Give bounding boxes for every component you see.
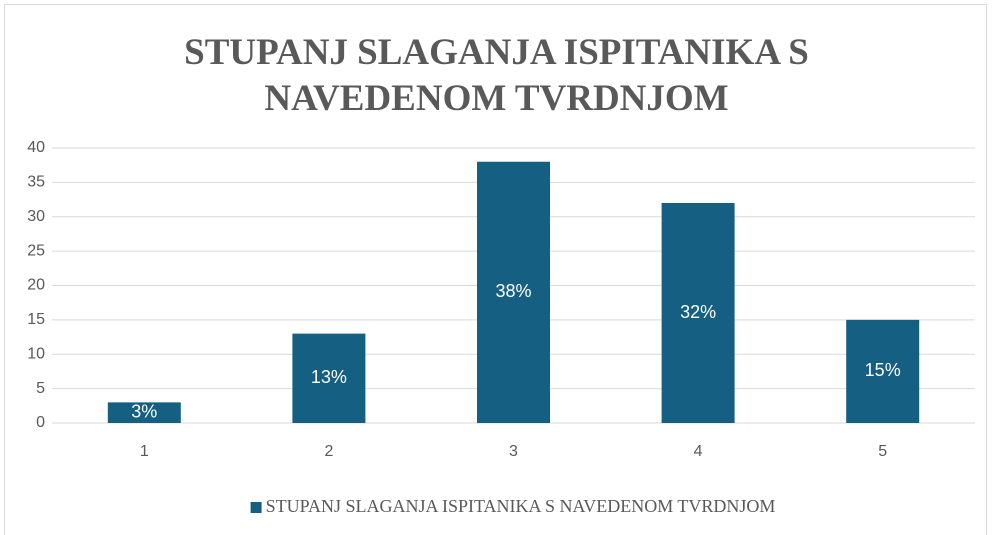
bar (107, 402, 181, 423)
data-label: 3% (131, 401, 157, 421)
bar (292, 333, 366, 423)
data-label: 13% (311, 367, 347, 387)
x-tick-label: 3 (509, 443, 518, 460)
data-label: 32% (680, 302, 716, 322)
y-tick-label: 10 (27, 345, 45, 362)
y-tick-label: 40 (27, 139, 45, 156)
y-tick-label: 35 (27, 174, 45, 191)
chart-title: STUPANJ SLAGANJA ISPITANIKA S NAVEDENOM … (184, 32, 809, 119)
chart-border (4, 4, 987, 535)
bar (661, 203, 735, 423)
y-tick-label: 25 (27, 242, 45, 259)
y-tick-label: 5 (36, 380, 45, 397)
bar (846, 319, 920, 423)
y-tick-label: 20 (27, 277, 45, 294)
data-label: 15% (865, 360, 901, 380)
x-tick-label: 5 (878, 443, 887, 460)
y-tick-label: 15 (27, 311, 45, 328)
bar (477, 161, 550, 423)
data-label: 38% (495, 281, 531, 301)
legend-label: STUPANJ SLAGANJA ISPITANIKA S NAVEDENOM … (266, 496, 776, 516)
x-tick-label: 2 (324, 443, 333, 460)
y-tick-label: 30 (27, 208, 45, 225)
x-tick-label: 4 (694, 443, 703, 460)
legend-swatch (250, 502, 262, 513)
y-tick-label: 0 (36, 414, 45, 431)
x-tick-label: 1 (140, 443, 149, 460)
